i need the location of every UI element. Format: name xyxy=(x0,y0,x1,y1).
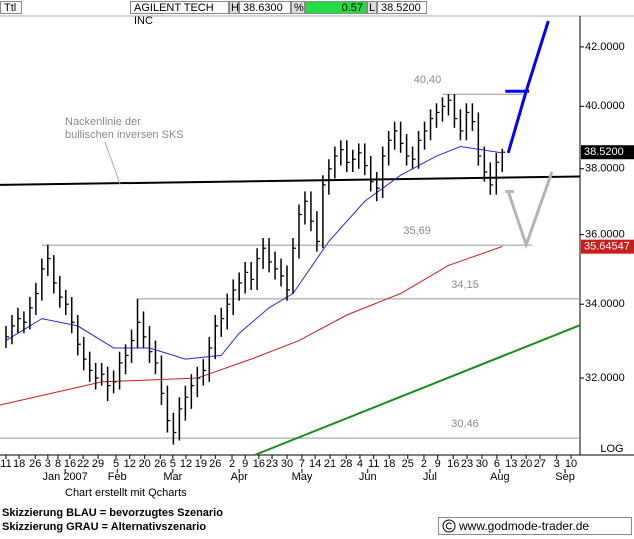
x-tick-label: 23 xyxy=(461,458,473,470)
x-tick-label: 5 xyxy=(113,458,119,470)
ma-last-box xyxy=(581,239,634,254)
x-tick-label: 18 xyxy=(13,458,25,470)
x-tick-label: 29 xyxy=(92,458,104,470)
x-tick-label: 8 xyxy=(55,458,61,470)
x-tick-label: 5 xyxy=(170,458,176,470)
change-label: % xyxy=(291,1,305,14)
trendline xyxy=(254,324,581,456)
ma-last-label: 35.64547 xyxy=(584,241,630,253)
x-tick-label: 25 xyxy=(402,458,414,470)
neckline-pointer xyxy=(104,141,121,185)
x-tick-label: 3 xyxy=(45,458,51,470)
level-label: 34,15 xyxy=(451,279,479,291)
month-label: Aug xyxy=(490,471,510,483)
level-label: 30,46 xyxy=(451,418,479,430)
y-tick-label: 32.0000 xyxy=(585,372,625,384)
low-value: 38.5200 xyxy=(377,1,427,14)
high-label: H xyxy=(229,1,239,14)
note-blue: Skizzierung BLAU = bevorzugtes Szenario xyxy=(2,507,223,519)
change-value: 0.57 xyxy=(305,1,367,14)
y-tick-label: 36.0000 xyxy=(585,229,625,241)
note-gray: Skizzierung GRAU = Alternativszenario xyxy=(2,521,207,533)
scale-label: LOG xyxy=(600,443,623,455)
neckline xyxy=(0,175,581,186)
source: www.godmode-trader.de xyxy=(459,519,590,533)
y-tick-label: 34.0000 xyxy=(585,298,625,310)
level-label: 40,40 xyxy=(414,74,442,86)
chart: LOG Chart erstellt mit Qcharts 32.000034… xyxy=(0,15,634,499)
credit: Chart erstellt mit Qcharts xyxy=(65,487,187,499)
month-label: Mar xyxy=(163,471,182,483)
x-tick-label: 6 xyxy=(494,458,500,470)
last-price-label: 38.5200 xyxy=(584,146,624,158)
x-tick-label: 19 xyxy=(195,458,207,470)
x-tick-label: 2 xyxy=(229,458,235,470)
month-label: Jan 2007 xyxy=(43,471,88,483)
source-box: www.godmode-trader.de xyxy=(438,517,632,535)
y-tick-label: 40.0000 xyxy=(585,100,625,112)
x-tick-label: 12 xyxy=(124,458,136,470)
x-tick-label: 10 xyxy=(565,458,577,470)
neckline-label: bullischen inversen SKS xyxy=(65,129,184,141)
x-tick-label: 16 xyxy=(253,458,265,470)
month-label: Apr xyxy=(231,471,248,483)
moving-average xyxy=(0,246,503,406)
symbol: Ttl xyxy=(0,1,22,14)
x-tick-label: 18 xyxy=(383,458,395,470)
x-tick-label: 11 xyxy=(368,458,379,470)
x-tick-label: 22 xyxy=(77,458,89,470)
x-tick-label: 27 xyxy=(534,458,546,470)
x-tick-label: 26 xyxy=(29,458,41,470)
x-tick-label: 30 xyxy=(476,458,488,470)
scenario-path xyxy=(506,20,550,154)
scenario-path xyxy=(506,171,554,250)
x-tick-label: 16 xyxy=(447,458,459,470)
x-tick-label: 26 xyxy=(209,458,221,470)
x-tick-label: 9 xyxy=(242,458,248,470)
x-tick-label: 28 xyxy=(340,458,352,470)
x-tick-label: 12 xyxy=(180,458,192,470)
x-tick-label: 4 xyxy=(357,458,363,470)
month-label: Jul xyxy=(423,471,437,483)
low-label: L xyxy=(367,1,377,14)
copyright-icon xyxy=(442,519,456,533)
last-price-box xyxy=(581,145,634,160)
x-tick-label: 20 xyxy=(139,458,151,470)
x-tick-label: 13 xyxy=(505,458,517,470)
y-tick-label: 38.0000 xyxy=(585,163,625,175)
x-tick-label: 14 xyxy=(309,458,321,470)
x-tick-label: 20 xyxy=(520,458,532,470)
neckline-label: Nackenlinie der xyxy=(65,116,141,128)
x-tick-label: 21 xyxy=(324,458,336,470)
month-label: Sep xyxy=(555,471,575,483)
month-label: Jun xyxy=(359,471,377,483)
x-tick-label: 11 xyxy=(0,458,11,470)
x-tick-label: 30 xyxy=(281,458,293,470)
month-label: May xyxy=(292,471,313,483)
x-tick-label: 2 xyxy=(421,458,427,470)
y-tick-label: 42.0000 xyxy=(585,41,625,53)
x-tick-label: 26 xyxy=(154,458,166,470)
high-value: 38.6300 xyxy=(239,1,291,14)
x-tick-label: 23 xyxy=(266,458,278,470)
level-label: 35,69 xyxy=(403,225,431,237)
x-tick-label: 9 xyxy=(435,458,441,470)
x-tick-label: 7 xyxy=(299,458,305,470)
x-tick-label: 3 xyxy=(554,458,560,470)
security-name: AGILENT TECH INC xyxy=(130,1,229,27)
month-label: Feb xyxy=(108,471,127,483)
x-tick-label: 16 xyxy=(64,458,76,470)
